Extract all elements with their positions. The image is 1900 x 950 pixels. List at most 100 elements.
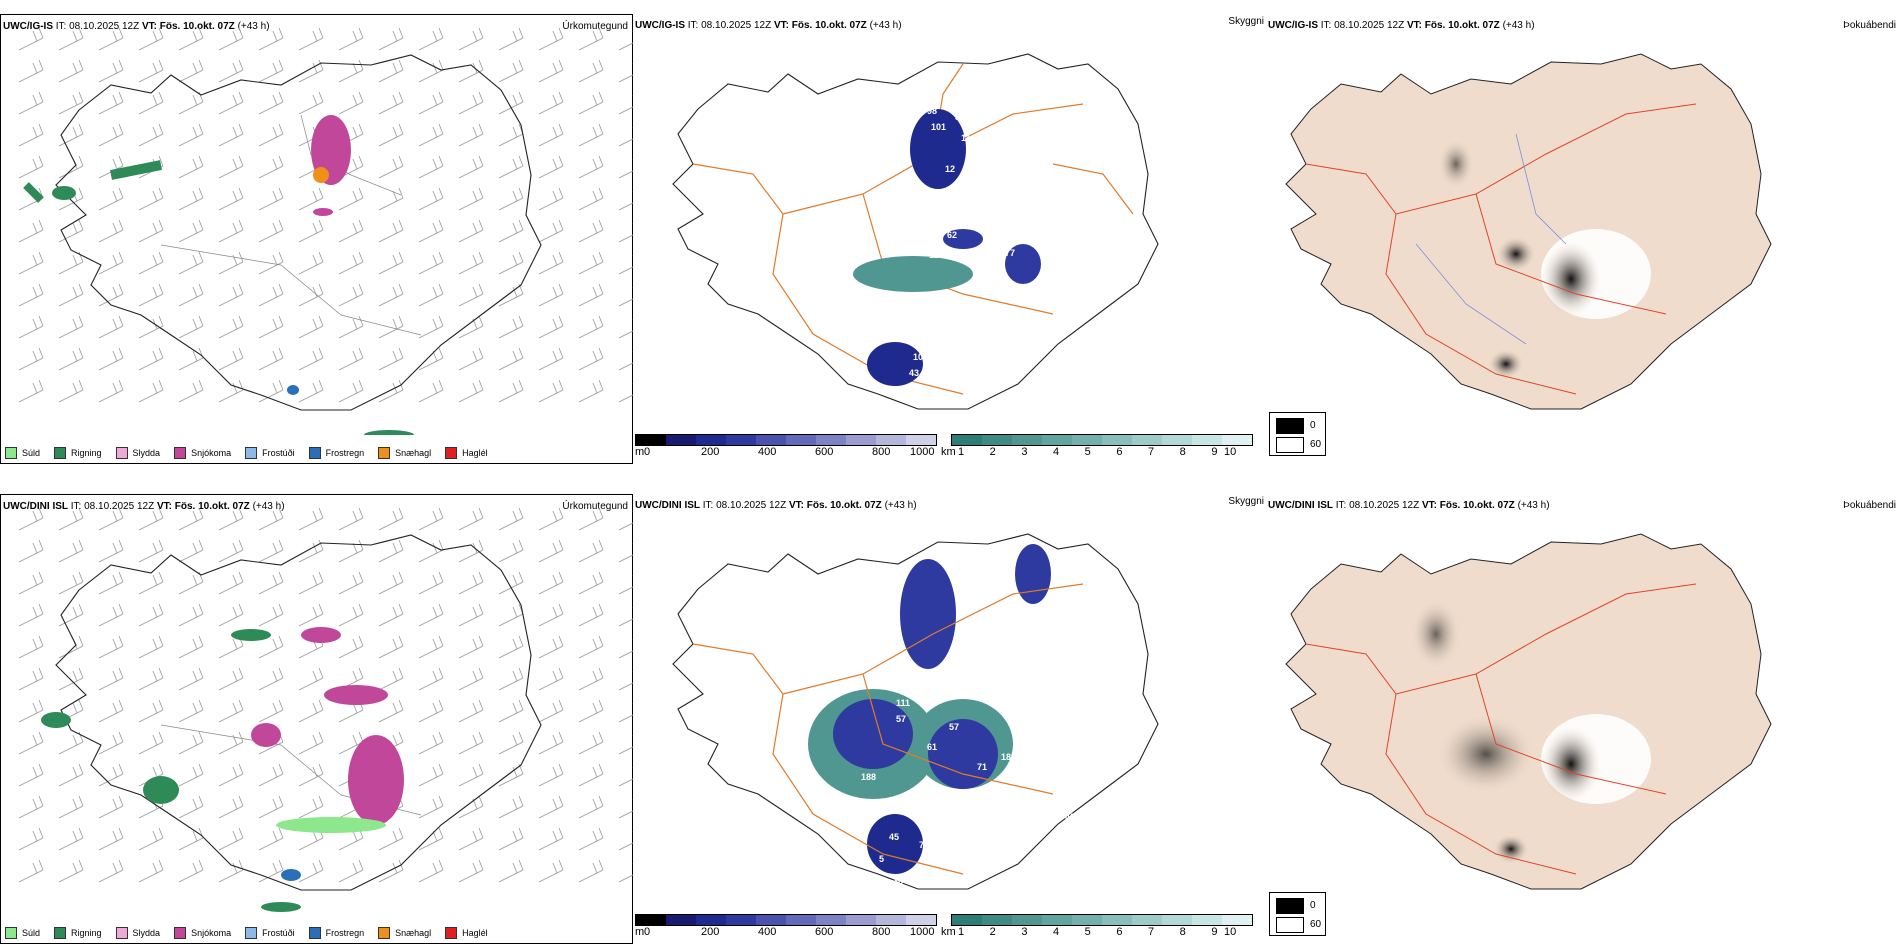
wind-barb (258, 379, 284, 403)
visibility-value-label: 188 (861, 772, 876, 782)
colorbar-unit: km (941, 446, 956, 458)
visibility-value-label: 193 (943, 302, 958, 312)
wind-barb (418, 315, 444, 339)
colorbar-segment (1072, 435, 1102, 445)
wind-barb (458, 187, 484, 211)
wind-barb (218, 91, 244, 115)
colorbar-tick-label: 6 (1116, 926, 1123, 938)
wind-barb (338, 219, 364, 243)
wind-barb (178, 667, 204, 691)
wind-barb (618, 62, 634, 83)
legend-item-frostregn: Frostregn (308, 927, 364, 939)
colorbar-tick-label: 200 (701, 446, 720, 458)
wind-barb (538, 315, 564, 339)
wind-barb (58, 539, 84, 563)
wind-barb (178, 123, 204, 147)
wind-barb (298, 859, 324, 883)
legend-swatch (115, 447, 128, 459)
legend-item-frostregn: Frostregn (308, 447, 364, 459)
wind-barb (618, 222, 634, 243)
wind-barb (418, 859, 444, 883)
wind-barb (538, 795, 564, 819)
wind-barb (418, 187, 444, 211)
wind-barb (418, 27, 444, 51)
precip-type-panel-top: UWC/IG-IS IT: 08.10.2025 12Z VT: Fös. 10… (0, 14, 634, 464)
visibility-map-bottom: 85 55 8 99 111 57 57 61 30 123 185 55 188 71 165 527 123… (672, 533, 1159, 890)
wind-barb (578, 283, 604, 307)
wind-barb (618, 510, 634, 531)
wind-barb (418, 635, 444, 659)
fog-panel-top: UWC/IG-IS IT: 08.10.2025 12Z VT: Fös. 10… (1266, 14, 1900, 464)
wind-barb (498, 699, 524, 723)
wind-barb (58, 123, 84, 147)
visibility-value-label: 45 (889, 832, 899, 842)
visibility-value-label: 73 (973, 802, 983, 812)
visibility-value-label: 111 (896, 698, 910, 708)
wind-barb (418, 219, 444, 243)
wind-barb (458, 283, 484, 307)
wind-barb (578, 795, 604, 819)
wind-barb (498, 571, 524, 595)
colorbar-segment (876, 915, 906, 925)
wind-barb (498, 155, 524, 179)
wind-barb (18, 539, 44, 563)
wind-barb (458, 731, 484, 755)
wind-barb (418, 251, 444, 275)
wind-barb (418, 699, 444, 723)
wind-barb (58, 283, 84, 307)
wind-barb (98, 667, 124, 691)
wind-barb (178, 187, 204, 211)
colorbar-segment (1042, 915, 1072, 925)
colorbar-segment (1162, 915, 1192, 925)
wind-barb (458, 827, 484, 851)
colorbar-tick-label: 6 (1116, 446, 1123, 458)
wind-barb (98, 699, 124, 723)
legend-item-slydda: Slydda (115, 927, 160, 939)
wind-barb (218, 379, 244, 403)
wind-barb (578, 91, 604, 115)
wind-barb (18, 795, 44, 819)
fog-legend-swatch-low (1276, 437, 1304, 453)
wind-barb (458, 795, 484, 819)
wind-barb (498, 763, 524, 787)
wind-barb (578, 667, 604, 691)
legend-swatch (5, 447, 17, 459)
wind-barb (538, 827, 564, 851)
colorbar-segment (1222, 435, 1252, 445)
wind-barb (498, 859, 524, 883)
visibility-colorbar-labels: km 1 2 3 4 5 6 7 8 9 10 (941, 926, 1246, 940)
visibility-panel-bottom: UWC/DINI ISL IT: 08.10.2025 12Z VT: Fös.… (633, 494, 1266, 944)
colorbar-segment (666, 915, 696, 925)
wind-barb (298, 251, 324, 275)
wind-barb (298, 603, 324, 627)
wind-barb (378, 283, 404, 307)
panel-header: UWC/IG-IS IT: 08.10.2025 12Z VT: Fös. 10… (635, 20, 902, 31)
wind-barb (538, 379, 564, 403)
wind-barb (298, 315, 324, 339)
panel-title: Skyggni (1228, 16, 1264, 27)
wind-barb (378, 603, 404, 627)
wind-barb (218, 187, 244, 211)
wind-barb (298, 763, 324, 787)
wind-barb (58, 315, 84, 339)
legend-swatch (174, 927, 187, 939)
wind-barb (338, 571, 364, 595)
wind-barb (98, 571, 124, 595)
wind-barb (258, 59, 284, 83)
wind-barb (218, 859, 244, 883)
wind-barb (18, 667, 44, 691)
visibility-value-label: 185 (1001, 752, 1016, 762)
ceiling-colorbar-labels: m 0 200 400 600 800 1000 (635, 926, 934, 940)
panel-title: Úrkomutegund (562, 501, 628, 512)
legend-item-snaehagl: Snæhagl (378, 927, 431, 939)
colorbar-tick-label: 400 (758, 446, 777, 458)
colorbar-tick-label: 600 (815, 926, 834, 938)
visibility-value-label: 57 (949, 722, 959, 732)
legend-item-slydda: Slydda (115, 447, 160, 459)
wind-barb (258, 699, 284, 723)
wind-barb (258, 347, 284, 371)
wind-barb (458, 539, 484, 563)
visibility-value-label: 55 (951, 573, 961, 583)
colorbar-tick-label: 4 (1053, 926, 1060, 938)
wind-barb (218, 219, 244, 243)
